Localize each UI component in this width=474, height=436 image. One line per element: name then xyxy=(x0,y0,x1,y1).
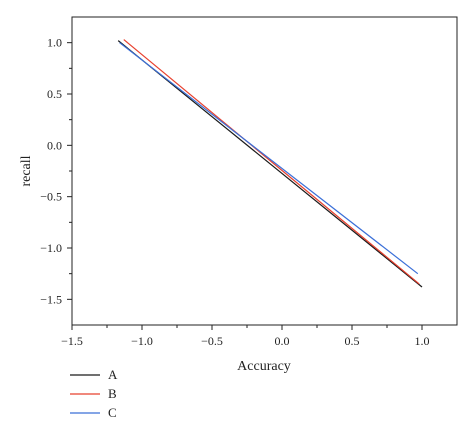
legend-label-c: C xyxy=(108,405,117,420)
x-tick-label: 0.5 xyxy=(345,334,360,348)
x-tick-label: −1.5 xyxy=(61,334,83,348)
y-tick-label: 1.0 xyxy=(47,36,62,50)
x-tick-label: −1.0 xyxy=(131,334,153,348)
legend-label-b: B xyxy=(108,386,117,401)
x-tick-label: 1.0 xyxy=(415,334,430,348)
plot-frame xyxy=(71,16,458,326)
series-lines xyxy=(117,39,423,288)
legend: ABC xyxy=(70,367,118,420)
y-axis-title: recall xyxy=(19,155,34,186)
axis-ticks xyxy=(67,42,423,330)
legend-label-a: A xyxy=(108,367,118,382)
series-line-c xyxy=(119,42,419,275)
y-tick-label: −1.5 xyxy=(40,292,62,306)
axis-tick-labels: −1.5 −1.0 −0.5 0.0 0.5 1.0 −1.5 −1.0 −0.5 0.0 0.5 1… xyxy=(40,36,429,348)
y-tick-label: −0.5 xyxy=(40,190,62,204)
y-tick-label: 0.5 xyxy=(47,87,62,101)
y-tick-label: 0.0 xyxy=(47,138,62,152)
x-tick-label: −0.5 xyxy=(201,334,223,348)
series-line-b xyxy=(123,39,420,285)
y-tick-label: −1.0 xyxy=(40,241,62,255)
x-axis-title: Accuracy xyxy=(237,359,291,374)
x-tick-label: 0.0 xyxy=(275,334,290,348)
series-line-a xyxy=(117,40,423,288)
